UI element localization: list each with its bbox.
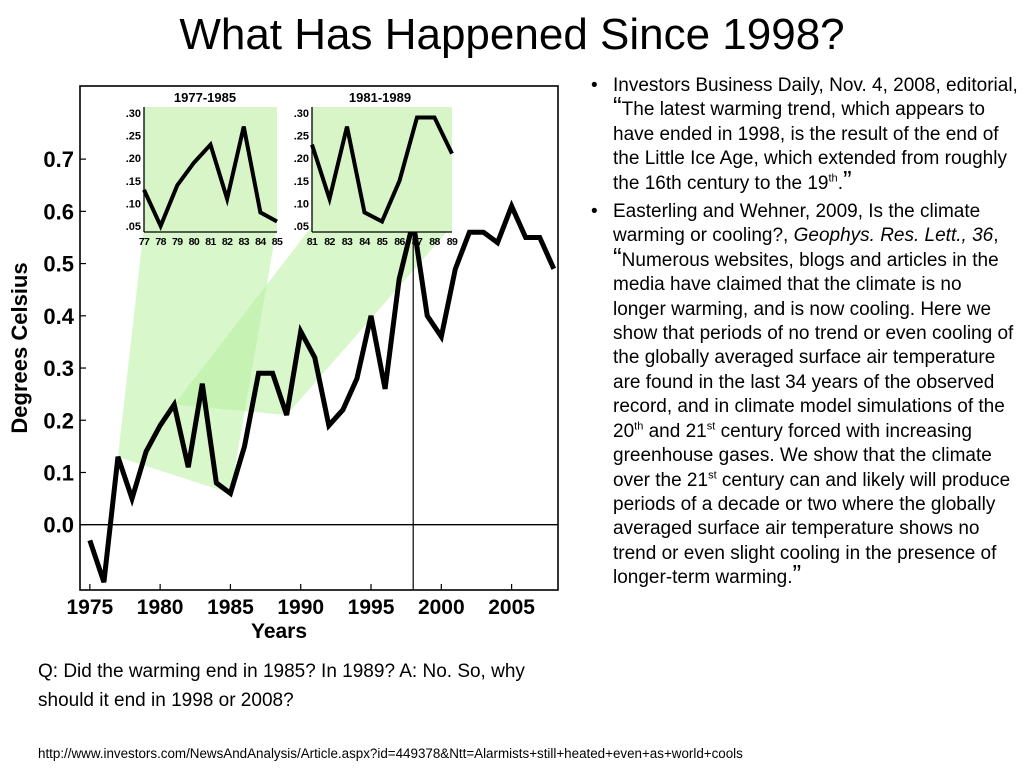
bullet-text-run: ” (792, 559, 802, 590)
bullet-text-run: th (828, 172, 838, 185)
x-tick-label: 1985 (207, 596, 254, 619)
bullet-text-run: Geophys. Res. Lett., 36 (793, 225, 994, 247)
inset-x-tick-label: 82 (324, 236, 335, 248)
bullet-text-run: . (837, 172, 843, 194)
bullet-text-run: “ (613, 91, 622, 122)
plot-frame (79, 85, 559, 591)
y-tick-label: 0.5 (43, 252, 74, 277)
inset-series-line (142, 126, 278, 232)
bullet-text-run: , (993, 225, 999, 247)
inset-y-tick-label: .15 (126, 176, 141, 188)
inset-title: 1977-1985 (174, 90, 236, 105)
bullet-text-run: th (634, 420, 644, 433)
inset-x-tick-label: 78 (155, 236, 166, 248)
y-tick-label: 0.4 (43, 304, 74, 329)
inset-x-tick-label: 81 (205, 236, 216, 248)
bullet-text-run: “ (613, 241, 622, 272)
x-tick-label: 2005 (488, 596, 535, 619)
y-tick-label: 0.3 (43, 356, 74, 381)
bullet-dot-icon: • (591, 201, 598, 223)
inset-series-line (310, 115, 454, 225)
inset-x-tick-label: 84 (255, 236, 266, 248)
main-plot: 0.0 0.1 0.2 0.3 0.4 0.5 0.6 0.7 1975 1980 1985 1990… (7, 85, 559, 643)
inset-x-tick-label: 86 (394, 236, 405, 248)
bullet-list: • Investors Business Daily, Nov. 4, 2008,… (587, 74, 1019, 595)
inset-x-tick-label: 77 (139, 236, 150, 248)
inset-y-tick-label: .20 (294, 153, 309, 165)
bullet-item: • Investors Business Daily, Nov. 4, 2008,… (587, 74, 1019, 196)
inset-y-tick-label: .05 (294, 221, 309, 233)
inset-y-tick-label: .05 (126, 221, 141, 233)
temperature-chart-svg: 0.0 0.1 0.2 0.3 0.4 0.5 0.6 0.7 1975 1980 1985 1990… (7, 85, 559, 643)
inset-y-tick-label: .20 (126, 153, 141, 165)
inset-x-tick-label: 85 (377, 236, 388, 248)
bullet-text-run: The latest warming trend, which appears … (613, 99, 1007, 194)
bullet-text-run: century forced with increasing greenhous… (613, 420, 992, 491)
bullet-text-run: and 21 (643, 420, 707, 442)
slide-title: What Has Happened Since 1998? (179, 10, 845, 59)
x-tick-label: 1995 (348, 596, 395, 619)
y-tick-label: 0.2 (43, 408, 74, 433)
inset-x-tick-label: 88 (429, 236, 440, 248)
bullet-text-run: st (708, 469, 717, 482)
inset-y-tick-label: .15 (294, 176, 309, 188)
bullet-text-run: st (706, 420, 716, 433)
inset-y-tick-label: .10 (294, 198, 309, 210)
inset-y-tick-label: .30 (294, 108, 309, 120)
y-tick-label: 0.7 (43, 147, 74, 172)
inset-background (312, 107, 452, 232)
inset-x-tick-label: 79 (172, 236, 183, 248)
y-tick-label: 0.1 (43, 460, 74, 485)
inset-y-tick-label: .25 (126, 131, 141, 143)
inset-x-tick-label: 81 (307, 236, 318, 248)
inset-x-tick-label: 85 (272, 236, 283, 248)
temperature-chart: 0.0 0.1 0.2 0.3 0.4 0.5 0.6 0.7 1975 1980 1985 1990… (0, 80, 570, 650)
x-tick-label: 2000 (418, 596, 465, 619)
x-tick-label: 1990 (277, 596, 324, 619)
source-url[interactable]: http://www.investors.com/NewsAndAnalysis… (38, 746, 743, 761)
bullet-text-run: century can and likely will produce peri… (613, 469, 1011, 589)
y-tick-label: 0.6 (43, 199, 74, 224)
highlight-connector-2 (174, 226, 452, 416)
bullet-dot-icon: • (591, 75, 598, 96)
question-text: Q: Did the warming end in 1985? In 1989?… (38, 661, 525, 711)
inset-x-tick-label: 80 (189, 236, 200, 248)
bullet-text-run: Easterling and Wehner, 2009, Is the clim… (613, 201, 981, 247)
inset-x-tick-label: 87 (412, 236, 423, 248)
inset-y-tick-label: .10 (126, 198, 141, 210)
inset-x-tick-label: 89 (447, 236, 458, 248)
inset-y-tick-label: .30 (126, 108, 141, 120)
inset-y-tick-label: .25 (294, 131, 309, 143)
inset-x-tick-label: 83 (342, 236, 353, 248)
inset-chart-1981-1989: 1981-1989 .05 .10 .15 .20 .25 .30 81 82 83 84 85 86 8… (294, 90, 459, 248)
bullet-text-run: Numerous websites, blogs and articles in… (613, 249, 1014, 442)
x-axis-label: Years (251, 620, 307, 643)
inset-chart-1977-1985: 1977-1985 .05 .10 .15 .20 .25 .30 77 78 79 80 81 82 8… (126, 90, 284, 248)
bullet-item: • Easterling and Wehner, 2009, Is the cli… (587, 200, 1019, 591)
bullet-text-run: ” (842, 164, 852, 195)
y-axis-label: Degrees Celsius (7, 262, 32, 433)
inset-x-tick-label: 82 (222, 236, 233, 248)
x-tick-label: 1975 (66, 596, 113, 619)
y-tick-label: 0.0 (43, 513, 74, 538)
bullet-text-run: Investors Business Daily, Nov. 4, 2008, … (613, 75, 1018, 96)
inset-x-tick-label: 84 (359, 236, 370, 248)
temperature-series-line (87, 199, 557, 583)
x-tick-label: 1980 (137, 596, 184, 619)
inset-title: 1981-1989 (349, 90, 411, 105)
inset-x-tick-label: 83 (239, 236, 250, 248)
